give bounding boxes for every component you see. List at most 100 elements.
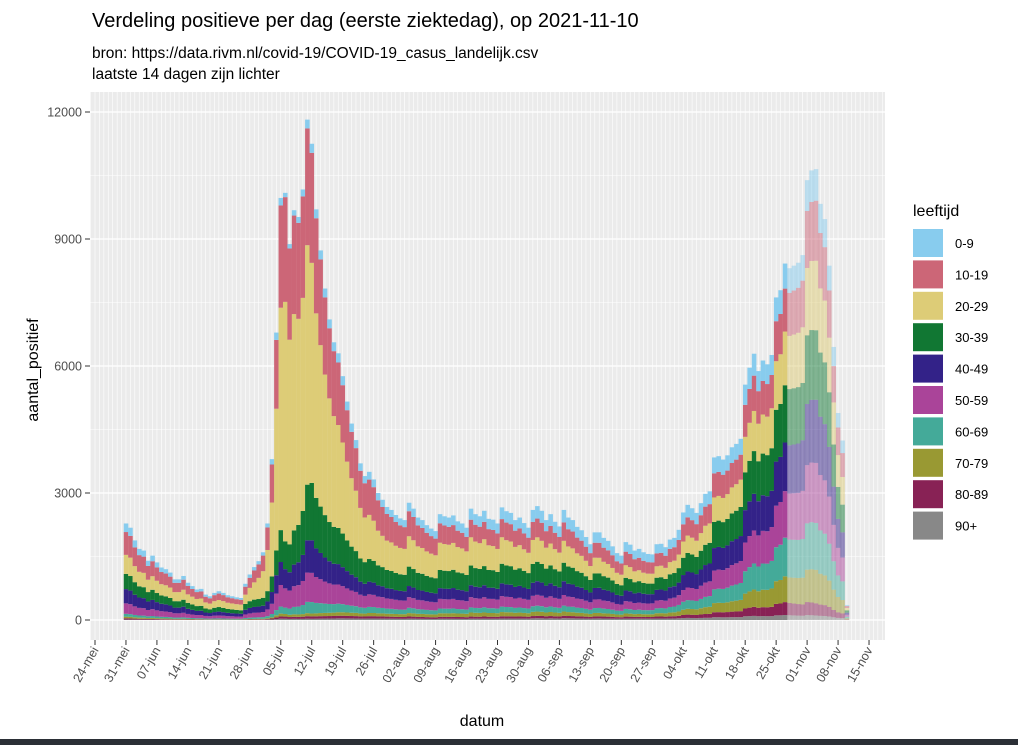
bar-80-89-2021-10-28 [787, 603, 792, 616]
bar-40-49-2021-07-04 [274, 575, 279, 594]
bar-80-89-2021-06-01 [128, 618, 133, 620]
bar-50-59-2021-08-23 [495, 599, 500, 609]
bar-70-79-2021-05-31 [123, 616, 129, 619]
bar-30-39-2021-09-27 [650, 583, 655, 595]
bar-60-69-2021-11-09 [840, 581, 845, 601]
bar-90+-2021-09-22 [627, 618, 633, 620]
bar-20-29-2021-10-31 [800, 327, 806, 383]
bar-0-9-2021-11-02 [809, 170, 814, 202]
bar-60-69-2021-09-01 [535, 605, 540, 612]
bar-40-49-2021-09-27 [650, 594, 655, 604]
bar-50-59-2021-07-07 [287, 590, 292, 609]
bar-0-9-2021-09-14 [592, 532, 598, 543]
bar-40-49-2021-08-08 [428, 592, 434, 602]
bar-20-29-2021-07-15 [322, 374, 328, 516]
bar-30-39-2021-11-06 [827, 392, 832, 447]
bar-30-39-2021-08-29 [521, 570, 527, 588]
bar-60-69-2021-07-19 [340, 604, 346, 613]
bar-0-9-2021-10-25 [773, 297, 779, 322]
bar-30-39-2021-06-26 [238, 610, 244, 614]
bar-0-9-2021-08-14 [455, 521, 461, 531]
bar-40-49-2021-09-09 [570, 584, 576, 598]
bar-30-39-2021-09-06 [557, 571, 562, 588]
bar-30-39-2021-08-23 [495, 571, 500, 589]
bar-40-49-2021-06-10 [167, 605, 173, 613]
bar-30-39-2021-10-23 [765, 455, 770, 497]
bar-0-9-2021-06-12 [176, 579, 182, 583]
bar-50-59-2021-08-08 [428, 601, 434, 611]
bar-0-9-2021-09-30 [663, 547, 668, 556]
bar-50-59-2021-09-18 [610, 602, 615, 610]
bar-10-19-2021-08-13 [451, 525, 456, 543]
bar-30-39-2021-11-03 [813, 330, 819, 400]
bar-80-89-2021-10-11 [712, 612, 717, 618]
bar-10-19-2021-09-06 [557, 536, 562, 553]
bar-30-39-2021-09-10 [574, 571, 580, 587]
bar-0-9-2021-07-05 [278, 197, 284, 206]
bar-40-49-2021-10-13 [720, 547, 726, 571]
bar-20-29-2021-08-09 [433, 555, 438, 579]
bar-60-69-2021-10-01 [667, 606, 673, 613]
bar-10-19-2021-10-18 [742, 404, 748, 437]
bar-30-39-2021-10-09 [703, 544, 708, 566]
bar-0-9-2021-07-19 [340, 376, 346, 386]
bar-90+-2021-08-14 [455, 618, 461, 620]
bar-80-89-2021-08-16 [464, 617, 469, 619]
bar-70-79-2021-09-22 [627, 613, 633, 617]
bar-30-39-2021-08-22 [490, 570, 496, 588]
bar-90+-2021-08-29 [521, 618, 527, 620]
bar-80-89-2021-09-04 [548, 616, 553, 619]
bar-20-29-2021-07-18 [336, 425, 341, 528]
bar-80-89-2021-08-17 [468, 616, 474, 619]
bar-70-79-2021-11-06 [827, 580, 832, 607]
legend-key-90+ [913, 511, 943, 540]
bar-50-59-2021-09-30 [663, 600, 668, 609]
bar-20-29-2021-06-19 [207, 603, 213, 610]
bar-30-39-2021-10-10 [707, 542, 713, 564]
bar-10-19-2021-11-01 [804, 211, 810, 268]
bar-10-19-2021-10-24 [769, 374, 775, 409]
bar-60-69-2021-06-05 [145, 616, 151, 619]
bar-60-69-2021-06-10 [167, 617, 173, 619]
bar-20-29-2021-08-17 [468, 537, 474, 566]
bar-60-69-2021-08-18 [473, 607, 478, 613]
bar-80-89-2021-08-31 [530, 616, 536, 619]
bar-90+-2021-09-05 [552, 618, 558, 620]
legend-label: 90+ [955, 519, 977, 534]
bar-80-89-2021-07-23 [358, 616, 363, 619]
bar-60-69-2021-06-28 [247, 617, 253, 619]
x-tick-label: 24-mei [70, 645, 101, 685]
bar-0-9-2021-08-23 [495, 523, 500, 534]
bar-70-79-2021-07-12 [309, 613, 315, 617]
bar-40-49-2021-08-15 [459, 590, 465, 601]
bar-40-49-2021-09-14 [592, 587, 598, 600]
bar-50-59-2021-10-21 [756, 535, 761, 567]
bar-10-19-2021-09-01 [535, 518, 540, 538]
bar-80-89-2021-07-16 [327, 616, 332, 619]
bar-90+-2021-08-10 [437, 618, 443, 620]
bar-70-79-2021-08-02 [402, 614, 407, 617]
bar-40-49-2021-07-09 [296, 562, 301, 586]
bar-80-89-2021-08-26 [508, 616, 514, 619]
legend-label: 40-49 [955, 362, 988, 377]
bar-20-29-2021-10-09 [703, 525, 708, 545]
bar-80-89-2021-07-19 [340, 615, 346, 619]
bar-60-69-2021-10-10 [707, 596, 713, 607]
bar-10-19-2021-06-18 [203, 596, 208, 603]
bar-90+-2021-09-26 [645, 618, 651, 620]
bar-80-89-2021-06-09 [163, 619, 169, 620]
bar-50-59-2021-06-28 [247, 613, 253, 618]
bar-20-29-2021-11-04 [818, 288, 823, 353]
bar-10-19-2021-11-04 [818, 233, 823, 289]
bar-0-9-2021-08-24 [499, 507, 505, 520]
bar-40-49-2021-06-05 [145, 601, 151, 610]
bar-50-59-2021-07-30 [389, 598, 394, 609]
bar-70-79-2021-08-05 [415, 613, 421, 617]
y-axis-title: aantal_positief [25, 318, 42, 422]
bar-30-39-2021-10-02 [672, 573, 677, 587]
bar-90+-2021-08-31 [530, 618, 536, 620]
bar-40-49-2021-10-10 [707, 563, 713, 582]
bar-40-49-2021-09-20 [619, 595, 624, 605]
bar-50-59-2021-10-17 [738, 561, 744, 583]
bar-20-29-2021-08-13 [451, 542, 456, 570]
